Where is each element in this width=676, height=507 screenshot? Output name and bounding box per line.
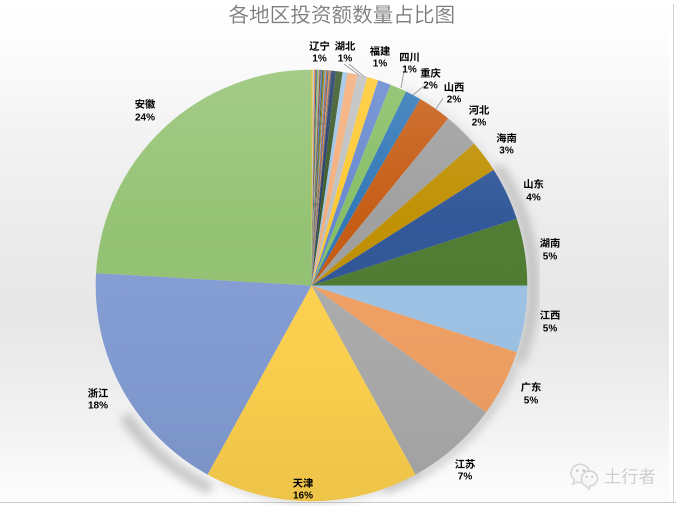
svg-text:1%: 1% (338, 53, 353, 64)
svg-text:1%: 1% (402, 64, 417, 75)
svg-text:2%: 2% (472, 117, 487, 128)
svg-text:3%: 3% (499, 145, 514, 156)
svg-text:16%: 16% (293, 490, 313, 501)
svg-text:4%: 4% (526, 192, 541, 203)
svg-text:1%: 1% (373, 58, 388, 69)
svg-text:2%: 2% (423, 80, 438, 91)
svg-text:24%: 24% (135, 112, 155, 123)
svg-text:5%: 5% (543, 251, 558, 262)
svg-text:1%: 1% (312, 53, 327, 64)
svg-text:18%: 18% (88, 400, 108, 411)
svg-text:5%: 5% (524, 395, 539, 406)
svg-text:2%: 2% (447, 94, 462, 105)
svg-text:5%: 5% (543, 323, 558, 334)
svg-text:7%: 7% (458, 471, 473, 482)
